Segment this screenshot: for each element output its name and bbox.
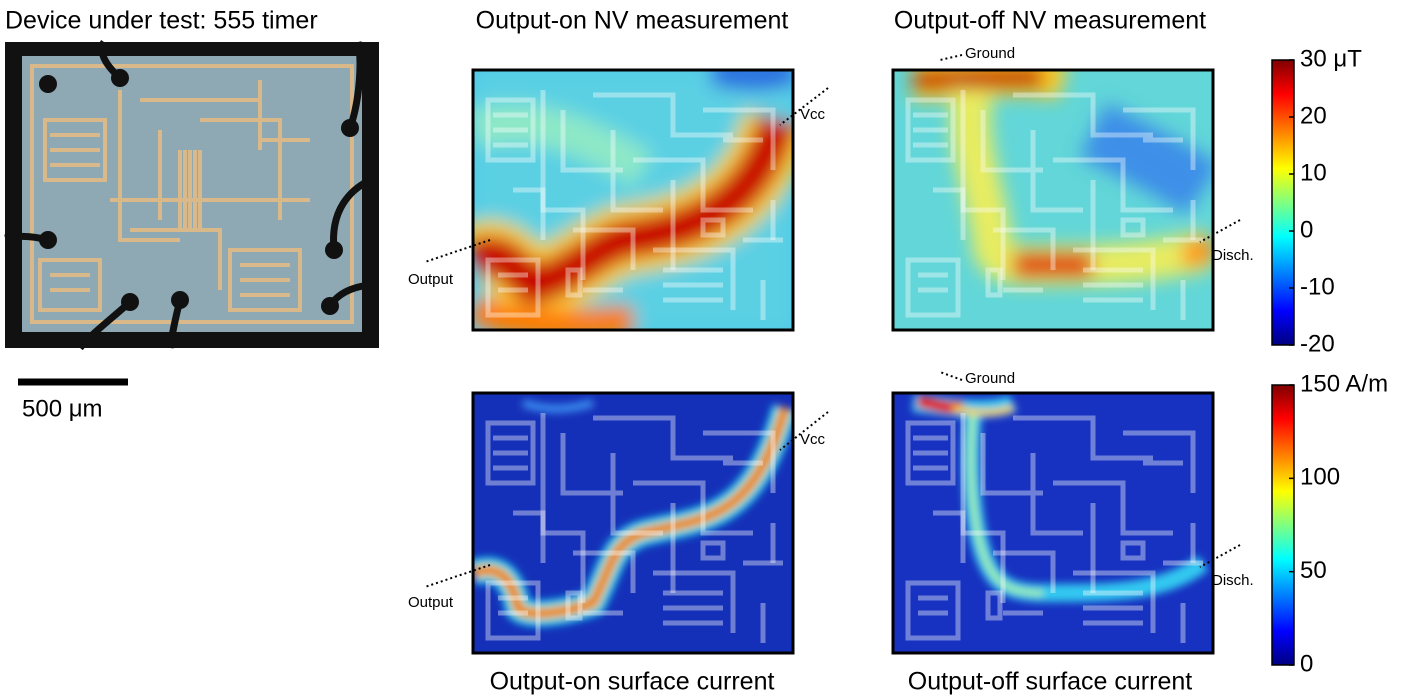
- scale-label: 500 μm: [22, 395, 103, 422]
- annotation: Disch.: [1212, 572, 1254, 589]
- current-map: [891, 391, 1215, 655]
- colorbar: [1271, 59, 1295, 346]
- annotation: Disch.: [1212, 247, 1254, 264]
- annotation: Vcc: [800, 106, 826, 123]
- panel-title: Device under test: 555 timer: [5, 7, 318, 35]
- tick-label: 150 A/m: [1300, 370, 1388, 397]
- tick-label: 10: [1300, 159, 1327, 186]
- field-map: [891, 68, 1215, 332]
- arrow: [424, 239, 491, 263]
- arrow: [939, 54, 963, 61]
- tick-label: -10: [1300, 273, 1335, 300]
- chip-photo: [4, 40, 379, 351]
- annotation: Ground: [965, 370, 1015, 387]
- annotations: Vcc Output Ground Disch. Vcc Output Grou…: [408, 45, 1254, 611]
- arrow: [779, 87, 829, 126]
- annotation: Ground: [965, 45, 1015, 62]
- panel-title: Output-off NV measurement: [894, 7, 1206, 35]
- arrow: [939, 371, 963, 381]
- arrow: [424, 564, 491, 588]
- annotation: Output: [408, 271, 454, 288]
- tick-label: 30 μT: [1300, 45, 1362, 72]
- current-map: [471, 391, 795, 655]
- arrow: [779, 411, 829, 451]
- tick-label: -20: [1300, 330, 1335, 357]
- field-map: [471, 68, 795, 332]
- tick-label: 100: [1300, 464, 1340, 491]
- tick-label: 20: [1300, 102, 1327, 129]
- tick-label: 50: [1300, 557, 1327, 584]
- annotation: Output: [408, 594, 454, 611]
- annotation: Vcc: [800, 431, 826, 448]
- panel-title: Output-on surface current: [490, 668, 775, 696]
- colorbar: [1271, 384, 1295, 666]
- panel-title: Output-on NV measurement: [476, 7, 789, 35]
- panel-title: Output-off surface current: [908, 668, 1192, 696]
- tick-label: 0: [1300, 650, 1313, 677]
- tick-label: 0: [1300, 216, 1313, 243]
